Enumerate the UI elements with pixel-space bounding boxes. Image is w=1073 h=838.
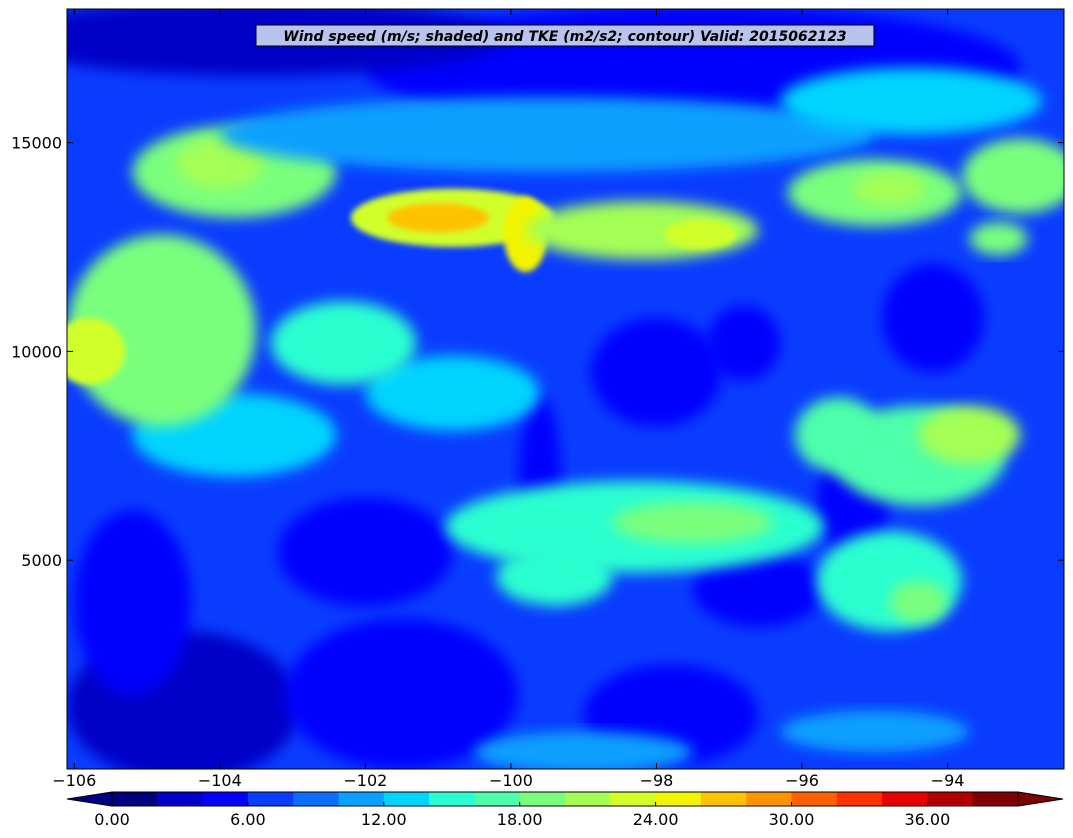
colorbar-segment	[429, 792, 475, 806]
colorbar-segment	[655, 792, 702, 806]
y-tick-label: 10000	[11, 342, 62, 361]
speed-feature-18	[816, 531, 963, 632]
speed-feature-14	[780, 710, 970, 753]
speed-feature-29	[176, 138, 264, 189]
y-axis: 5000 10000 15000	[11, 134, 1064, 570]
speed-feature-34	[663, 219, 737, 250]
y-tick-label: 15000	[11, 134, 62, 153]
colorbar-max-arrow	[1017, 791, 1064, 807]
colorbar-segment	[157, 792, 204, 806]
colorbar-segment	[293, 792, 340, 806]
chart-title: Wind speed (m/s; shaded) and TKE (m2/s2;…	[283, 29, 846, 45]
colorbar-tick-label: 24.00	[633, 810, 679, 829]
speed-feature-5	[692, 551, 824, 628]
wind-speed-field	[67, 9, 1064, 769]
colorbar-tick-label: 18.00	[497, 810, 543, 829]
speed-feature-3	[74, 510, 191, 694]
colorbar-frame	[111, 791, 1019, 807]
x-axis: −106 −104 −102 −100 −98 −96 −94	[52, 9, 964, 790]
x-tick-label: −96	[785, 771, 819, 790]
speed-feature-32	[503, 196, 548, 273]
speed-feature-40	[780, 67, 1043, 135]
speed-feature-17	[496, 547, 613, 607]
speed-feature-27	[270, 301, 417, 385]
colorbar-segment	[610, 792, 657, 806]
colorbar-segment	[882, 792, 928, 806]
colorbar-tick-label: 30.00	[769, 810, 815, 829]
speed-feature-19	[889, 581, 948, 623]
colorbar-segment	[746, 792, 793, 806]
colorbar-segment	[836, 792, 883, 806]
speed-feature-36	[852, 171, 926, 206]
colorbar-tick-label: 12.00	[361, 810, 407, 829]
speed-feature-8	[707, 305, 781, 381]
y-tick-label: 5000	[21, 551, 62, 570]
x-tick-label: −104	[198, 771, 242, 790]
x-tick-label: −94	[931, 771, 965, 790]
colorbar-segment	[383, 792, 430, 806]
speed-feature-38	[969, 222, 1028, 256]
colorbar-segment	[112, 792, 158, 806]
colorbar-segment	[247, 792, 294, 806]
speed-feature-31	[387, 203, 489, 233]
speed-feature-22	[794, 397, 883, 473]
plot-area	[67, 9, 1064, 769]
colorbar-segment	[565, 792, 611, 806]
speed-feature-4	[278, 497, 453, 607]
plot-frame	[66, 8, 1065, 770]
speed-feature-25	[67, 234, 257, 427]
colorbar-tick-label: 0.00	[94, 810, 130, 829]
colorbar-segment	[972, 792, 1019, 806]
speed-feature-21	[918, 405, 1021, 465]
speed-feature-7	[591, 318, 722, 427]
speed-feature-13	[474, 731, 693, 769]
speed-feature-24	[365, 355, 540, 431]
speed-feature-37	[962, 138, 1064, 214]
speed-feature-12	[882, 263, 984, 373]
speed-feature-16	[612, 501, 774, 544]
colorbar-segment	[474, 792, 521, 806]
colorbar-segment	[791, 792, 838, 806]
speed-feature-1	[285, 618, 519, 769]
x-tick-label: −100	[489, 771, 533, 790]
colorbar-tick-label: 36.00	[904, 810, 950, 829]
colorbar-segment	[927, 792, 974, 806]
colorbar-min-arrow	[66, 791, 113, 807]
x-tick-label: −102	[343, 771, 387, 790]
colorbar-segment	[519, 792, 566, 806]
colorbar: 0.00 6.00 12.00 18.00 24.00 30.00 36.00	[66, 791, 1064, 829]
speed-feature-39	[219, 96, 875, 172]
title-box	[255, 24, 875, 47]
chart-title-group: Wind speed (m/s; shaded) and TKE (m2/s2;…	[255, 24, 875, 47]
x-tick-label: −98	[640, 771, 674, 790]
colorbar-segment	[700, 792, 747, 806]
colorbar-segment	[338, 792, 385, 806]
speed-feature-26	[67, 318, 126, 385]
colorbar-tick-label: 6.00	[230, 810, 266, 829]
x-tick-label: −106	[52, 771, 96, 790]
colorbar-segment	[202, 792, 249, 806]
